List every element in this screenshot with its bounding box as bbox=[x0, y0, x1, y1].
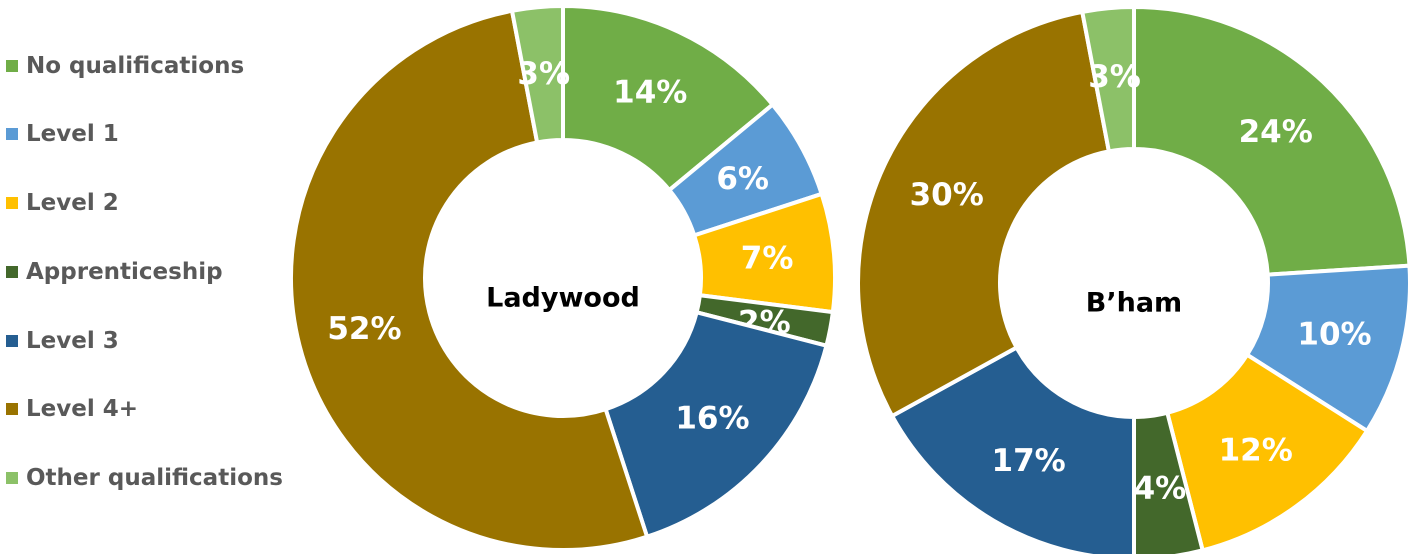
data-label-no-qualifications: 14% bbox=[613, 75, 687, 111]
data-label-level-4: 52% bbox=[327, 311, 401, 347]
data-label-other-qualifications: 3% bbox=[517, 56, 570, 92]
data-label-level-2: 12% bbox=[1219, 432, 1293, 468]
legend-label: Level 3 bbox=[26, 328, 119, 354]
data-label-level-2: 7% bbox=[741, 241, 794, 277]
slice-level-4 bbox=[289, 8, 650, 552]
data-label-level-1: 10% bbox=[1297, 316, 1371, 352]
chart-title: Ladywood bbox=[486, 283, 640, 314]
legend-item-no-qualifications: No qualifications bbox=[6, 52, 286, 80]
legend-label: Apprenticeship bbox=[26, 259, 223, 285]
slice-apprenticeship bbox=[1132, 410, 1206, 554]
legend-label: Level 1 bbox=[26, 121, 119, 147]
legend-label: Other qualifications bbox=[26, 465, 283, 491]
data-label-level-4: 30% bbox=[910, 177, 984, 213]
legend-item-level-2: Level 2 bbox=[6, 189, 286, 217]
data-label-level-1: 6% bbox=[716, 161, 769, 197]
slice-level-2 bbox=[1164, 352, 1370, 553]
slice-other-qualifications bbox=[1079, 4, 1136, 154]
donut-chart-b-ham: 24% 10% 12% 4% 17% 30% 3% B’ham bbox=[856, 4, 1412, 554]
legend-swatch bbox=[6, 197, 18, 209]
legend-swatch bbox=[6, 60, 18, 72]
data-label-level-3: 16% bbox=[675, 400, 749, 436]
legend-label: Level 2 bbox=[26, 190, 119, 216]
legend-swatch bbox=[6, 472, 18, 484]
slice-level-3 bbox=[603, 309, 829, 540]
data-label-level-3: 17% bbox=[992, 443, 1066, 479]
legend-item-level-3: Level 3 bbox=[6, 327, 286, 355]
legend-item-level-4-plus: Level 4+ bbox=[6, 395, 286, 423]
donut-chart-ladywood: 14%6%7%2%16%52%3%Ladywood bbox=[289, 3, 837, 552]
data-label-apprenticeship: 4% bbox=[1134, 470, 1187, 506]
slice-level-3 bbox=[889, 344, 1136, 554]
legend-swatch bbox=[6, 128, 18, 140]
data-label-no-qualifications: 24% bbox=[1239, 114, 1313, 150]
legend-label: Level 4+ bbox=[26, 396, 139, 422]
legend-swatch bbox=[6, 335, 18, 347]
slice-no-qualifications bbox=[561, 3, 776, 193]
legend-swatch bbox=[6, 403, 18, 415]
data-label-other-qualifications: 3% bbox=[1088, 59, 1141, 95]
legend-swatch bbox=[6, 266, 18, 278]
legend-item-apprenticeship: Apprenticeship bbox=[6, 258, 286, 286]
legend-item-other-qualifications: Other qualifications bbox=[6, 464, 286, 492]
slice-other-qualifications bbox=[509, 3, 565, 145]
slice-level-4 bbox=[856, 9, 1112, 419]
legend-item-level-1: Level 1 bbox=[6, 120, 286, 148]
slice-no-qualifications bbox=[1132, 4, 1412, 277]
chart-title: B’ham bbox=[1086, 288, 1182, 319]
legend-label: No qualifications bbox=[26, 53, 245, 79]
